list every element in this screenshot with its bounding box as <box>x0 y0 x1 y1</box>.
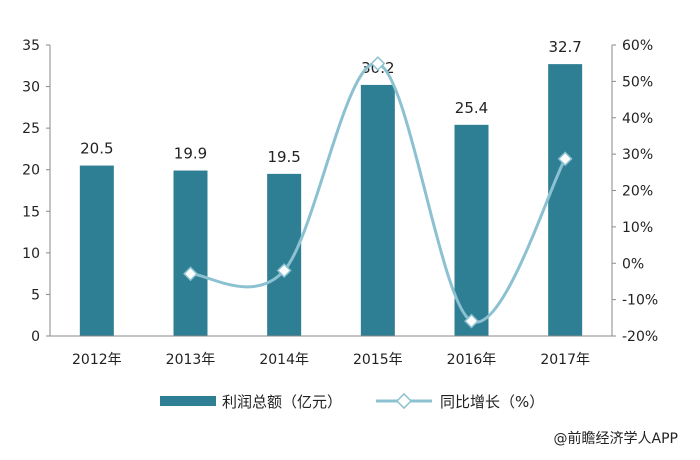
left-tick-label: 20 <box>22 163 40 179</box>
left-tick-label: 10 <box>22 246 40 262</box>
legend: 利润总额（亿元） 同比增长（%） <box>160 392 544 411</box>
growth-point <box>557 151 573 167</box>
growth-point <box>276 263 292 278</box>
right-axis-ticks: -20% -10% 0% 10% 20% 30% 40% 50% 60% <box>612 38 658 345</box>
bar <box>548 64 583 336</box>
right-tick-label: -20% <box>622 329 658 345</box>
bar-value-label: 32.7 <box>548 38 581 56</box>
right-tick-label: 60% <box>622 38 653 54</box>
growth-line <box>190 62 567 324</box>
growth-point <box>183 266 198 282</box>
x-tick-label: 2012年 <box>72 352 122 368</box>
bar <box>267 173 302 336</box>
bar <box>173 170 208 336</box>
right-tick-label: 0% <box>622 256 644 272</box>
legend-bar-swatch <box>160 396 216 406</box>
left-axis-ticks: 0 5 10 15 20 25 30 35 <box>22 38 50 345</box>
x-tick-label: 2013年 <box>166 352 216 368</box>
credit-text: @前瞻经济学人APP <box>553 431 678 447</box>
bar-value-label: 25.4 <box>455 99 488 117</box>
bar-value-label: 20.5 <box>80 140 113 158</box>
right-tick-label: -10% <box>622 293 658 309</box>
growth-point <box>370 56 386 71</box>
right-tick-label: 50% <box>622 74 653 90</box>
legend-line-label: 同比增长（%） <box>440 393 544 411</box>
x-tick-label: 2016年 <box>447 352 497 368</box>
left-tick-label: 30 <box>22 80 40 96</box>
left-tick-label: 35 <box>22 38 40 54</box>
right-tick-label: 30% <box>622 147 653 163</box>
bar <box>79 165 114 336</box>
bar-value-label: 19.5 <box>267 148 300 166</box>
bar-value-label: 19.9 <box>174 145 207 163</box>
bar <box>454 124 489 337</box>
right-tick-label: 20% <box>622 184 653 200</box>
line-series <box>183 56 573 329</box>
bar <box>360 84 395 336</box>
x-tick-label: 2015年 <box>353 352 403 368</box>
growth-point <box>464 313 479 329</box>
left-tick-label: 0 <box>31 329 40 345</box>
left-tick-label: 25 <box>22 121 40 137</box>
right-tick-label: 40% <box>622 111 653 127</box>
left-tick-label: 5 <box>31 287 40 303</box>
legend-line-marker <box>395 392 413 410</box>
left-tick-label: 15 <box>22 204 40 220</box>
x-tick-label: 2017年 <box>540 352 590 368</box>
legend-bar-label: 利润总额（亿元） <box>222 393 342 411</box>
right-tick-label: 10% <box>622 220 653 236</box>
x-axis-ticks: 2012年 2013年 2014年 2015年 2016年 2017年 <box>72 352 590 368</box>
x-tick-label: 2014年 <box>259 352 309 368</box>
